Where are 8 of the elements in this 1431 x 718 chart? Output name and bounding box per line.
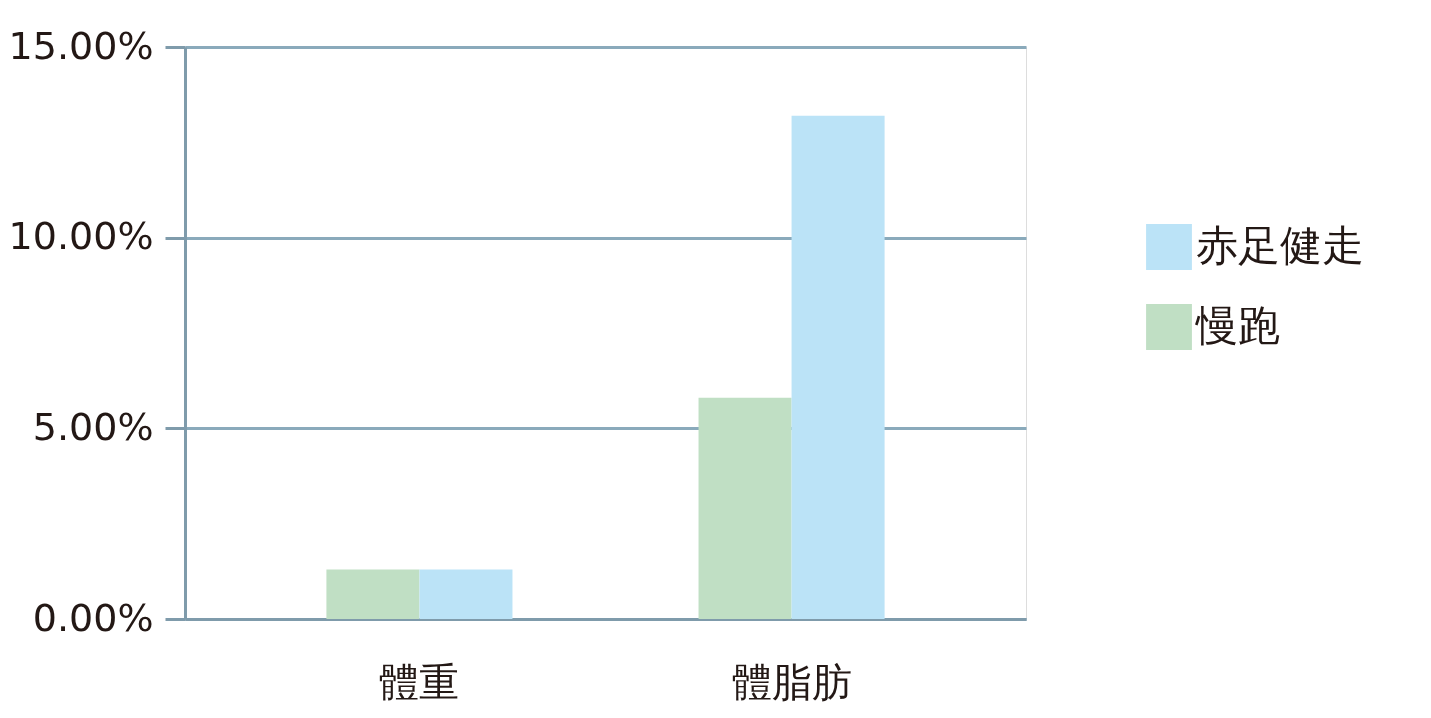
y-tick-label: 10.00% [8, 214, 154, 259]
legend-label: 赤足健走 [1196, 221, 1364, 270]
y-tick-label: 5.00% [32, 404, 154, 449]
x-tick-label: 體重 [379, 658, 460, 705]
legend-label: 慢跑 [1195, 301, 1280, 350]
y-tick-label: 0.00% [32, 595, 154, 640]
y-tick-label: 15.00% [8, 23, 154, 68]
x-tick-label: 體脂肪 [731, 658, 852, 705]
